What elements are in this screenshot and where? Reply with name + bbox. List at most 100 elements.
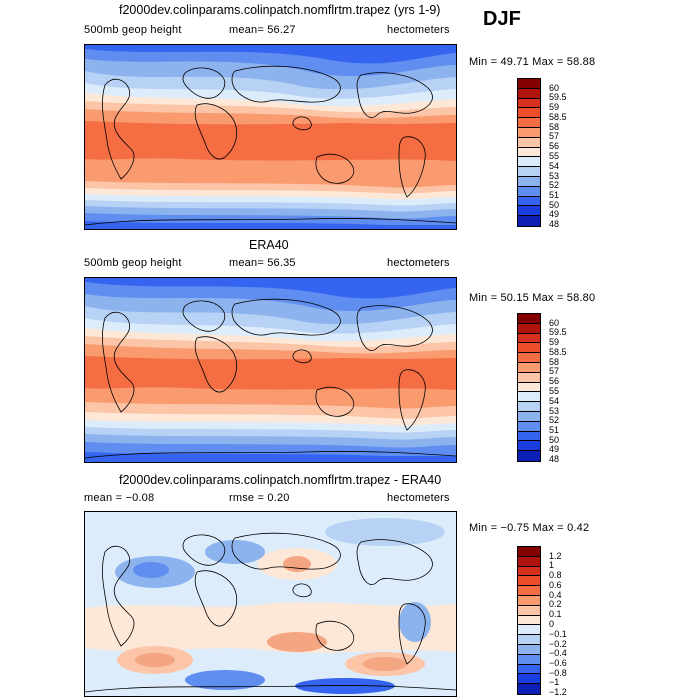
colorbar-label: 1.2 bbox=[549, 551, 562, 561]
colorbar-diff bbox=[517, 546, 541, 695]
swatch bbox=[518, 196, 540, 207]
colorbar-label: 54 bbox=[549, 161, 560, 171]
colorbar-label: −0.4 bbox=[549, 648, 567, 658]
colorbar-label: 58.5 bbox=[549, 347, 567, 357]
swatch bbox=[518, 674, 540, 685]
swatch bbox=[518, 625, 540, 636]
colorbar-label: 49 bbox=[549, 209, 560, 219]
colorbar-model bbox=[517, 78, 541, 227]
swatch bbox=[518, 547, 540, 557]
region-negative-3 bbox=[205, 540, 265, 564]
units-label-diff: hectometers bbox=[387, 492, 450, 504]
minmax-diff: Min = −0.75 Max = 0.42 bbox=[469, 522, 590, 534]
mean-label-obs: mean= 56.35 bbox=[229, 257, 296, 269]
colorbar-label: 52 bbox=[549, 180, 560, 190]
swatch bbox=[518, 157, 540, 168]
colorbar-label: −0.8 bbox=[549, 668, 567, 678]
colorbar-label: 51 bbox=[549, 190, 560, 200]
swatch bbox=[518, 333, 540, 344]
colorbar-label: 55 bbox=[549, 386, 560, 396]
colorbar-label: 0.8 bbox=[549, 570, 562, 580]
swatch bbox=[518, 118, 540, 128]
colorbar-label: 60 bbox=[549, 318, 560, 328]
region-negative-5 bbox=[185, 670, 265, 690]
band-south-7 bbox=[85, 452, 456, 462]
band-tropics-core bbox=[85, 356, 456, 390]
units-label-model: hectometers bbox=[387, 24, 450, 36]
region-negative-core-1 bbox=[133, 562, 169, 578]
colorbar-label: 0.1 bbox=[549, 609, 562, 619]
swatch bbox=[518, 644, 540, 655]
swatch bbox=[518, 684, 540, 694]
swatch bbox=[518, 586, 540, 596]
map-obs bbox=[84, 277, 457, 463]
colorbar-label: 0.4 bbox=[549, 590, 562, 600]
swatch bbox=[518, 411, 540, 422]
colorbar-label: −0.6 bbox=[549, 658, 567, 668]
region-negative-1 bbox=[325, 518, 445, 546]
colorbar-label: 0.2 bbox=[549, 599, 562, 609]
panel-title-obs: ERA40 bbox=[249, 238, 289, 252]
colorbar-label: 56 bbox=[549, 141, 560, 151]
coastlines bbox=[85, 532, 456, 693]
colorbar-label: 48 bbox=[549, 219, 560, 229]
swatch bbox=[518, 98, 540, 109]
field-label-model: 500mb geop height bbox=[84, 24, 182, 36]
swatch bbox=[518, 654, 540, 665]
swatch bbox=[518, 79, 540, 89]
swatch bbox=[518, 441, 540, 452]
swatch bbox=[518, 127, 540, 138]
colorbar-label: 1 bbox=[549, 560, 555, 570]
colorbar-label: 53 bbox=[549, 171, 560, 181]
swatch bbox=[518, 147, 540, 158]
swatch bbox=[518, 635, 540, 645]
colorbar-label: 50 bbox=[549, 435, 560, 445]
swatch bbox=[518, 314, 540, 324]
contour-field-obs bbox=[85, 278, 456, 462]
colorbar-label: 58 bbox=[549, 357, 560, 367]
panel-title-diff: f2000dev.colinparams.colinpatch.nomflrtm… bbox=[119, 473, 442, 487]
colorbar-label: 58.5 bbox=[549, 112, 567, 122]
colorbar-label: 52 bbox=[549, 415, 560, 425]
colorbar-label: 56 bbox=[549, 376, 560, 386]
colorbar-label: −1.2 bbox=[549, 687, 567, 697]
map-diff bbox=[84, 511, 457, 697]
colorbar-label: 53 bbox=[549, 406, 560, 416]
colorbar-label: −1 bbox=[549, 677, 560, 687]
swatch bbox=[518, 362, 540, 373]
band-south-8 bbox=[85, 221, 456, 229]
colorbar-label: 58 bbox=[549, 122, 560, 132]
swatch bbox=[518, 566, 540, 577]
swatch bbox=[518, 431, 540, 442]
units-label-obs: hectometers bbox=[387, 257, 450, 269]
colorbar-label: 59.5 bbox=[549, 92, 567, 102]
rmse-label-diff: rmse = 0.20 bbox=[229, 492, 290, 504]
swatch bbox=[518, 605, 540, 616]
swatch bbox=[518, 595, 540, 606]
colorbar-label: 60 bbox=[549, 83, 560, 93]
colorbar-label: 59 bbox=[549, 102, 560, 112]
swatch bbox=[518, 353, 540, 363]
colorbar-label: 55 bbox=[549, 151, 560, 161]
mean-label-diff: mean = −0.08 bbox=[84, 492, 155, 504]
contour-field-model bbox=[85, 45, 456, 229]
swatch bbox=[518, 664, 540, 675]
colorbar-label: 57 bbox=[549, 131, 560, 141]
colorbar-label: 59.5 bbox=[549, 327, 567, 337]
swatch bbox=[518, 372, 540, 383]
swatch bbox=[518, 108, 540, 119]
swatch bbox=[518, 206, 540, 217]
swatch bbox=[518, 576, 540, 587]
swatch bbox=[518, 392, 540, 403]
colorbar-label: −0.1 bbox=[549, 629, 567, 639]
coastlines bbox=[85, 65, 456, 226]
swatch bbox=[518, 137, 540, 148]
band-tropics-core bbox=[85, 121, 456, 161]
swatch bbox=[518, 176, 540, 187]
swatch bbox=[518, 167, 540, 177]
contour-field-diff bbox=[85, 512, 456, 696]
swatch bbox=[518, 186, 540, 197]
colorbar-label: 49 bbox=[549, 444, 560, 454]
region-positive-core-2 bbox=[135, 653, 175, 667]
swatch bbox=[518, 382, 540, 393]
